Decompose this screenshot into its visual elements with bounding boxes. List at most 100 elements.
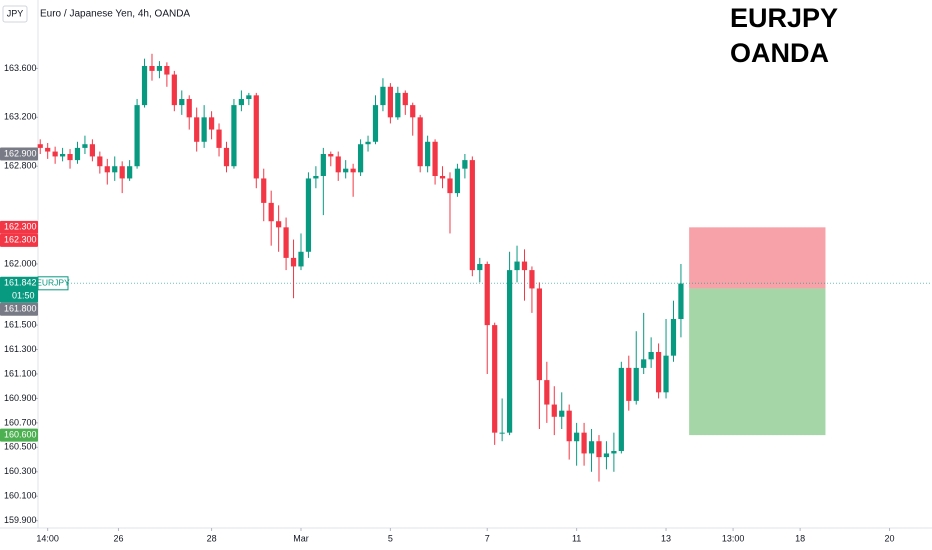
candle-body xyxy=(469,160,475,271)
candle-body xyxy=(208,117,215,130)
y-tick-label: 159.900 xyxy=(4,515,37,525)
candle-body xyxy=(596,441,602,458)
y-tick-label: 160.300 xyxy=(4,466,37,476)
price-label: 162.900 xyxy=(4,148,37,158)
candle-body xyxy=(611,451,617,454)
x-tick-label: 14:00 xyxy=(36,533,59,543)
candle-body xyxy=(238,99,244,106)
x-tick-label: 20 xyxy=(885,533,895,543)
x-tick-label: Mar xyxy=(293,533,309,543)
candle-body xyxy=(186,99,192,118)
candle-body xyxy=(59,154,66,157)
price-label: 161.842 xyxy=(4,278,37,288)
candle-body xyxy=(544,380,550,405)
candle-body xyxy=(201,117,207,142)
candle-body xyxy=(484,264,490,326)
candle-body xyxy=(626,367,632,401)
candle-body xyxy=(141,66,148,106)
x-tick-label: 26 xyxy=(113,533,123,543)
y-tick-label: 160.700 xyxy=(4,417,37,427)
candle-body xyxy=(320,154,326,176)
candle-body xyxy=(447,178,453,194)
candle-body xyxy=(462,160,468,169)
candle-body xyxy=(514,261,520,271)
candle-body xyxy=(395,92,401,118)
price-label-box xyxy=(0,276,38,303)
candle-body xyxy=(119,166,125,179)
candle-body xyxy=(194,117,200,142)
x-tick-label: 28 xyxy=(207,533,217,543)
candle-body xyxy=(268,202,274,222)
currency-box[interactable] xyxy=(2,5,28,23)
x-tick-label: 5 xyxy=(388,533,393,543)
candle-body xyxy=(276,221,282,228)
candle-body xyxy=(588,441,595,454)
candle-body xyxy=(499,432,505,434)
candle-body xyxy=(74,147,81,161)
candle-body xyxy=(149,66,155,71)
candle-body xyxy=(52,151,58,157)
candle-body xyxy=(134,105,140,167)
candle-body xyxy=(97,156,103,167)
candle-body xyxy=(521,261,528,271)
candle-body xyxy=(551,404,557,417)
price-label-box xyxy=(0,302,38,316)
x-tick-label: 7 xyxy=(485,533,490,543)
candle-body xyxy=(655,352,662,393)
candle-body xyxy=(536,288,542,381)
price-label-box xyxy=(0,428,38,442)
candle-body xyxy=(246,95,252,99)
price-label-box xyxy=(0,233,38,247)
candle-body xyxy=(104,166,110,173)
candle-body xyxy=(112,166,118,173)
candle-body xyxy=(283,227,289,258)
x-tick-label: 13:00 xyxy=(722,533,745,543)
x-tick-label: 18 xyxy=(795,533,805,543)
candle-body xyxy=(603,453,610,458)
candle-body xyxy=(574,432,580,442)
candle-body xyxy=(432,141,438,176)
candle-body xyxy=(670,319,677,356)
candle-body xyxy=(313,176,319,179)
price-label: 160.600 xyxy=(4,429,37,439)
y-tick-label: 161.500 xyxy=(4,319,37,329)
candle-body xyxy=(89,144,95,157)
price-label-box xyxy=(0,147,38,161)
y-tick-label: 163.600 xyxy=(4,63,37,73)
chart-title: Euro / Japanese Yen, 4h, OANDA xyxy=(40,9,190,20)
candle-body xyxy=(633,367,639,401)
candle-body xyxy=(67,154,73,161)
candle-body xyxy=(223,147,230,167)
candle-body xyxy=(127,166,133,179)
candle-body xyxy=(529,270,535,289)
candle-body xyxy=(663,355,669,393)
candle-body xyxy=(350,168,356,173)
y-tick-label: 161.300 xyxy=(4,344,37,354)
y-tick-label: 163.200 xyxy=(4,112,37,122)
candle-body xyxy=(477,264,483,271)
candle-body xyxy=(365,141,371,145)
candle-body xyxy=(581,432,587,454)
candle-body xyxy=(492,325,498,433)
candle-body xyxy=(298,251,304,267)
candle-body xyxy=(290,257,297,267)
candle-body xyxy=(45,147,51,152)
candle-body xyxy=(425,141,431,167)
symbol-box xyxy=(37,276,69,291)
y-tick-label: 162.800 xyxy=(4,161,37,171)
candle-body xyxy=(387,86,393,118)
candle-body xyxy=(566,410,572,442)
candle-body xyxy=(372,105,379,142)
candle-body xyxy=(216,129,222,148)
y-tick-label: 160.500 xyxy=(4,442,37,452)
y-tick-label: 160.900 xyxy=(4,393,37,403)
candle-body xyxy=(305,178,312,252)
symbol-label: EURJPY xyxy=(36,278,70,288)
price-label: 161.800 xyxy=(4,304,37,314)
candle-body xyxy=(618,367,624,451)
watermark: OANDA xyxy=(730,38,829,68)
candle-body xyxy=(454,168,461,194)
candle-body xyxy=(343,168,349,173)
